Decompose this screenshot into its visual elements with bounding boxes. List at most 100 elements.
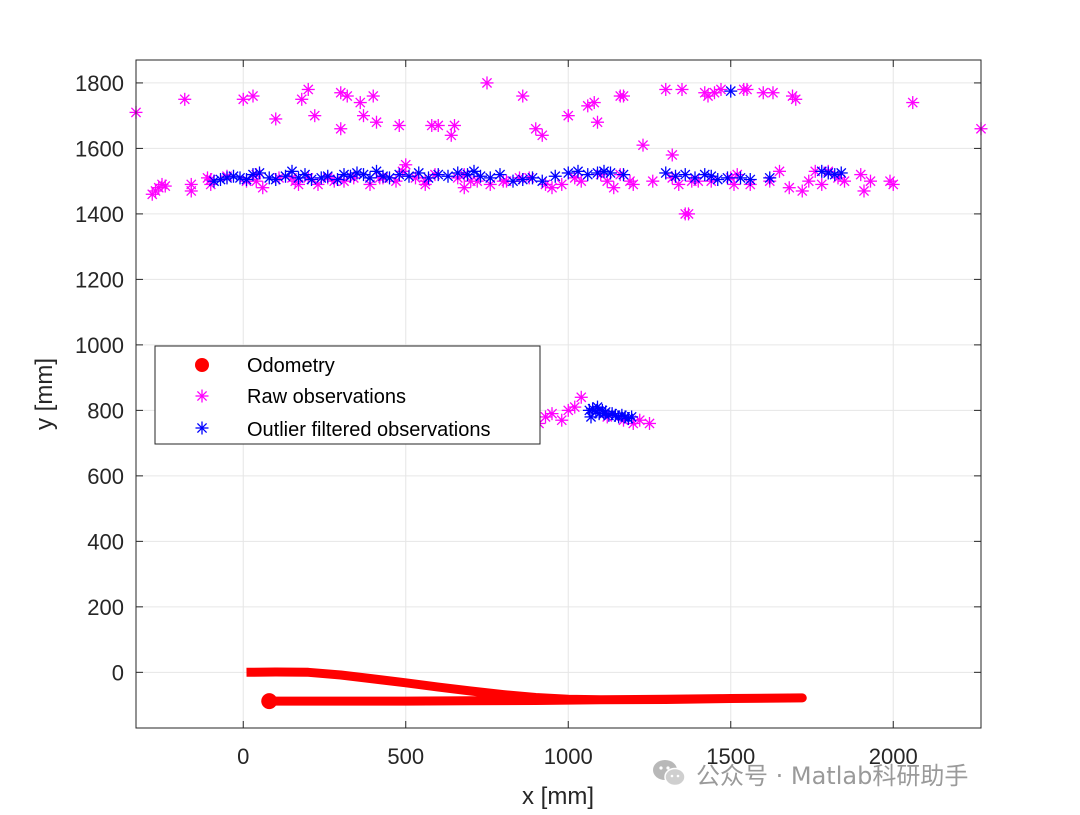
- raw-observation-point: [587, 96, 601, 110]
- filtered-observation-point: [548, 169, 562, 183]
- filtered-observation-point: [763, 171, 777, 185]
- x-tick-label: 2000: [869, 744, 918, 769]
- raw-observation-point: [574, 390, 588, 404]
- raw-observation-point: [444, 128, 458, 142]
- y-axis-label: y [mm]: [31, 358, 58, 430]
- filtered-observation-point: [321, 169, 335, 183]
- raw-observation-point: [340, 89, 354, 103]
- raw-observation-point: [555, 413, 569, 427]
- x-axis-label: x [mm]: [522, 783, 594, 810]
- raw-observation-point: [626, 177, 640, 191]
- legend: Odometry Raw observations Outlier filter…: [154, 345, 541, 445]
- x-tick-label: 1500: [706, 744, 755, 769]
- y-tick-label: 1800: [75, 71, 124, 96]
- legend-label-odometry: Odometry: [247, 355, 335, 377]
- filtered-observation-point: [604, 166, 617, 180]
- raw-observation-point: [308, 109, 322, 123]
- raw-observation-point: [906, 96, 920, 110]
- raw-observation-point: [334, 122, 348, 136]
- filtered-observation-point: [828, 168, 842, 182]
- raw-observation-point: [448, 118, 461, 132]
- raw-observation-point: [545, 407, 559, 421]
- filtered-observation-point: [483, 171, 497, 185]
- raw-observation-point: [516, 89, 530, 103]
- legend-raw-marker: [195, 389, 209, 403]
- raw-observation-point: [353, 96, 367, 110]
- filtered-observation-point: [743, 173, 757, 187]
- y-tick-label: 1200: [75, 267, 124, 292]
- filtered-observation-point: [535, 174, 549, 188]
- filtered-observation-point: [561, 166, 575, 180]
- filtered-observation-point: [721, 171, 734, 185]
- axes-box: [135, 59, 982, 729]
- raw-observation-point: [682, 207, 695, 221]
- raw-observation-point: [555, 177, 569, 191]
- filtered-observation-point: [441, 169, 455, 183]
- raw-observation-point: [607, 181, 621, 195]
- raw-observation-point: [857, 184, 871, 198]
- watermark: 公众号 · Matlab科研助手: [652, 756, 968, 790]
- filtered-observation-point: [383, 171, 396, 185]
- filtered-observation-point: [724, 84, 738, 98]
- y-tick-label: 1600: [75, 136, 124, 161]
- raw-observation-point: [178, 92, 192, 106]
- filtered-observation-point: [591, 166, 604, 180]
- filtered-observation-point: [314, 171, 328, 185]
- raw-observation-point: [561, 109, 575, 123]
- filtered-observation-point: [431, 168, 445, 182]
- raw-observation-point: [269, 112, 283, 126]
- raw-observation-point: [646, 174, 660, 188]
- x-tick-label: 500: [387, 744, 424, 769]
- raw-observation-point: [366, 89, 380, 103]
- watermark-text: 公众号 · Matlab科研助手: [696, 761, 969, 790]
- filtered-observation-point: [305, 173, 318, 187]
- raw-observation-point: [246, 89, 260, 103]
- y-tick-label: 200: [87, 595, 124, 620]
- raw-observation-point: [740, 82, 754, 96]
- y-tick-label: 600: [87, 464, 124, 489]
- filtered-observation-point: [451, 166, 465, 180]
- filtered-observation-point: [350, 166, 364, 180]
- raw-observation-point: [457, 181, 471, 195]
- filtered-observation-point: [253, 166, 266, 180]
- raw-observation-point: [568, 400, 582, 414]
- wechat-icon: [653, 760, 686, 787]
- filtered-observation-point: [402, 169, 416, 183]
- raw-observation-point: [399, 158, 413, 172]
- filtered-observation-point: [581, 168, 595, 182]
- raw-observation-point: [854, 168, 868, 182]
- odometry-path-line: [246, 667, 807, 706]
- raw-observation-point: [773, 164, 786, 178]
- y-tick-label: 400: [87, 529, 124, 554]
- legend-odometry-marker: [195, 358, 209, 372]
- raw-observation-point: [301, 82, 315, 96]
- raw-observation-point: [392, 118, 406, 132]
- raw-observation-point: [431, 118, 445, 132]
- raw-observation-point: [617, 89, 630, 103]
- raw-observation-point: [789, 92, 803, 106]
- legend-label-filtered: Outlier filtered observations: [247, 419, 490, 441]
- filtered-observation-point: [493, 168, 507, 182]
- filtered-observation-point: [688, 171, 702, 185]
- raw-observation-point: [236, 92, 250, 106]
- y-tick-label: 0: [112, 660, 124, 685]
- raw-observation-point: [158, 179, 172, 193]
- filtered-observation-point: [412, 166, 426, 180]
- raw-observation-point: [802, 174, 816, 188]
- y-tick-label: 800: [87, 398, 124, 423]
- filtered-observation-point: [678, 168, 692, 182]
- filtered-observation-point: [659, 166, 673, 180]
- filtered-observation-point: [467, 164, 481, 178]
- filtered-observation-point: [834, 166, 848, 180]
- filtered-observation-point: [711, 173, 725, 187]
- filtered-observation-point: [422, 171, 435, 185]
- raw-observation-point: [295, 92, 309, 106]
- raw-observation-point: [766, 86, 780, 100]
- filtered-observation-point: [269, 173, 283, 187]
- raw-observation-point: [815, 177, 829, 191]
- raw-observation-point: [864, 174, 877, 188]
- raw-observation-point: [714, 82, 728, 96]
- raw-observation-point: [370, 115, 383, 129]
- raw-observation-point: [184, 177, 198, 191]
- raw-observation-point: [591, 115, 604, 129]
